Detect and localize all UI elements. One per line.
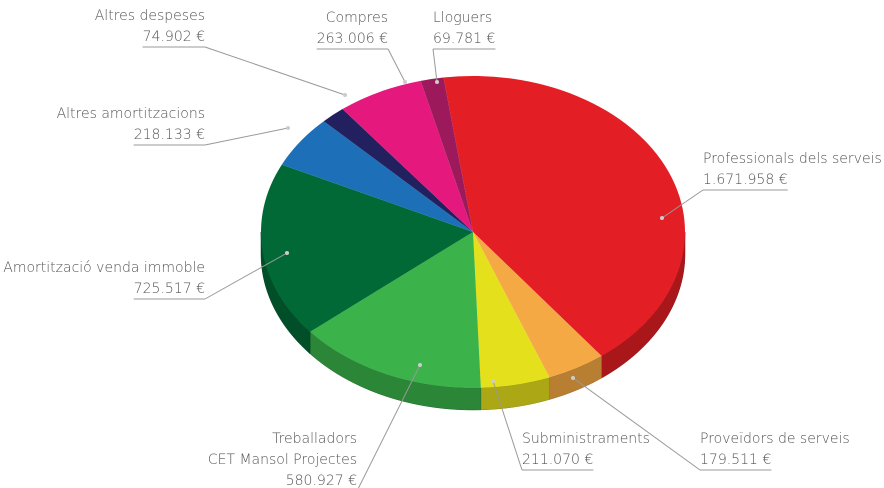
label-line: Treballadors [272,431,357,447]
leader-line [661,189,704,219]
leader-line [204,46,346,96]
label-line: Professionals dels serveis [703,151,882,167]
label-line: Proveïdors de serveis [700,431,850,447]
label-line: Altres amortitzacions [57,106,205,122]
leader-line [357,364,421,488]
value-label: 218.133 € [134,127,205,143]
leader-line [204,127,289,146]
slice-label: Treballadors CET Mansol Projectes [208,431,357,468]
leader-dot [418,363,422,367]
slice-label: Altres despeses [95,8,205,24]
leader-dot [660,216,664,220]
slice [473,232,550,388]
leader-dot [491,379,495,383]
value-label: 263.006 € [317,31,388,47]
leader-dot [435,80,439,84]
value-label: 74.902 € [143,29,205,45]
label-line: Compres [326,10,388,26]
slice [473,232,602,378]
slice [323,109,473,232]
slice-label: Altres amortitzacions [57,106,205,122]
value-label: 1.671.958 € [703,172,788,188]
leader-line [572,377,701,471]
leader-dot [403,80,407,84]
slice-label: Subministraments [522,431,650,447]
slice [443,76,685,357]
slice-label: Compres [326,10,388,26]
leader-dot [285,251,289,255]
leader-line [204,252,288,300]
slice [310,232,481,388]
slice [261,164,473,332]
leader-dot [286,126,290,130]
slice-label: Amortització venda immoble [3,260,205,276]
slice-label: Lloguers [433,10,492,26]
slice [281,121,473,232]
slice-label: Proveïdors de serveis [700,431,850,447]
label-line: CET Mansol Projectes [208,452,357,468]
label-line: Amortització venda immoble [3,260,205,276]
slice-label: Professionals dels serveis [703,151,882,167]
slice [342,80,473,233]
leader-dot [343,93,347,97]
value-label: 211.070 € [522,452,593,468]
label-line: Altres despeses [95,8,205,24]
value-label: 69.781 € [433,31,495,47]
slice [420,77,473,232]
leader-line [432,48,438,83]
value-label: 580.927 € [286,473,357,488]
leader-dot [571,376,575,380]
leader-line [387,48,406,83]
value-label: 725.517 € [134,281,205,297]
label-line: Lloguers [433,10,492,26]
value-label: 179.511 € [700,452,771,468]
leader-line [492,380,523,471]
label-line: Subministraments [522,431,650,447]
